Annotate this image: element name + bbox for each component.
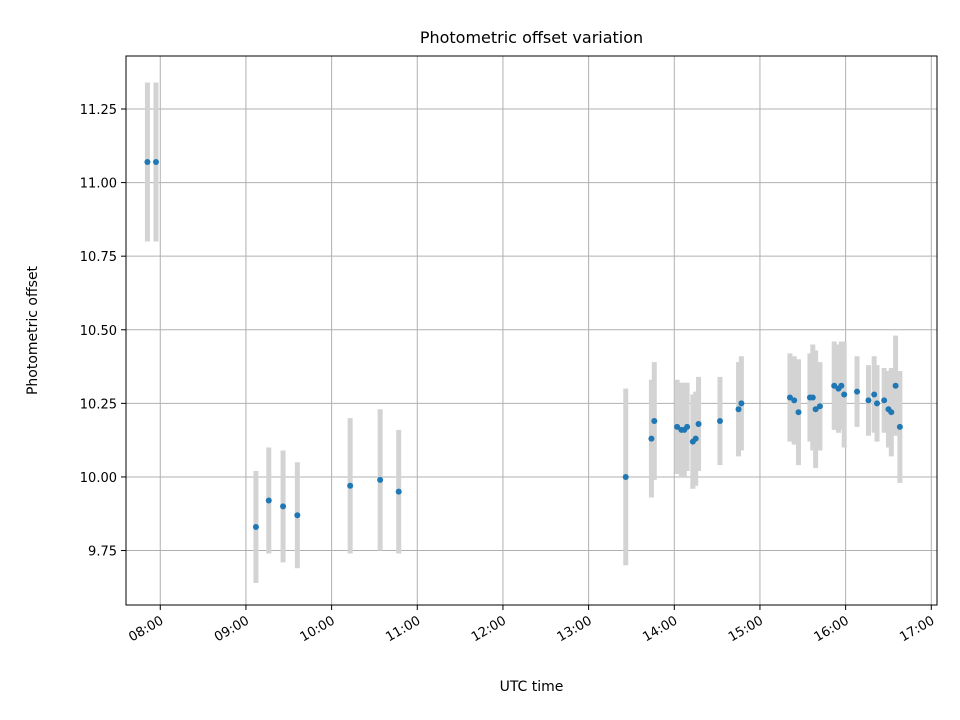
y-tick-label: 11.25 bbox=[80, 103, 117, 118]
data-point bbox=[280, 503, 287, 510]
y-tick-label: 10.50 bbox=[80, 324, 117, 339]
data-point bbox=[854, 388, 861, 395]
data-point bbox=[692, 435, 699, 442]
data-point bbox=[795, 409, 802, 416]
data-point bbox=[896, 423, 903, 430]
data-point bbox=[865, 397, 872, 404]
data-point bbox=[831, 382, 838, 389]
data-point bbox=[648, 435, 655, 442]
data-point bbox=[809, 394, 816, 401]
y-tick-label: 10.25 bbox=[80, 397, 117, 412]
data-point bbox=[622, 473, 629, 480]
data-point bbox=[881, 397, 888, 404]
data-point bbox=[252, 523, 259, 530]
data-point bbox=[786, 394, 793, 401]
data-point bbox=[816, 403, 823, 410]
data-point bbox=[791, 397, 798, 404]
data-point bbox=[838, 382, 845, 389]
data-point bbox=[377, 476, 384, 483]
data-point bbox=[294, 512, 301, 519]
data-point bbox=[265, 497, 272, 504]
data-point bbox=[871, 391, 878, 398]
data-point bbox=[888, 409, 895, 416]
data-point bbox=[892, 382, 899, 389]
chart-title: Photometric offset variation bbox=[420, 28, 643, 47]
data-point bbox=[347, 482, 354, 489]
x-axis-label: UTC time bbox=[500, 679, 564, 695]
data-point bbox=[684, 423, 691, 430]
y-tick-label: 10.75 bbox=[80, 250, 117, 265]
y-tick-label: 9.75 bbox=[88, 545, 117, 560]
data-points bbox=[144, 158, 903, 530]
data-point bbox=[695, 420, 702, 427]
data-point bbox=[874, 400, 881, 407]
plot-frame bbox=[125, 55, 938, 606]
data-point bbox=[841, 391, 848, 398]
data-point bbox=[716, 418, 723, 425]
data-point bbox=[674, 423, 681, 430]
data-point bbox=[651, 418, 658, 425]
data-point bbox=[395, 488, 402, 495]
data-point bbox=[735, 406, 742, 413]
data-point bbox=[144, 158, 151, 165]
data-point bbox=[152, 158, 159, 165]
y-axis-label: Photometric offset bbox=[25, 265, 41, 395]
y-axis-ticks: 9.75 10.00 10.25 10.50 10.75 11.00 11.25 bbox=[80, 103, 126, 560]
data-point bbox=[812, 406, 819, 413]
y-tick-label: 10.00 bbox=[80, 471, 117, 486]
data-point bbox=[738, 400, 745, 407]
grid bbox=[126, 56, 937, 605]
y-tick-label: 11.00 bbox=[80, 177, 117, 192]
